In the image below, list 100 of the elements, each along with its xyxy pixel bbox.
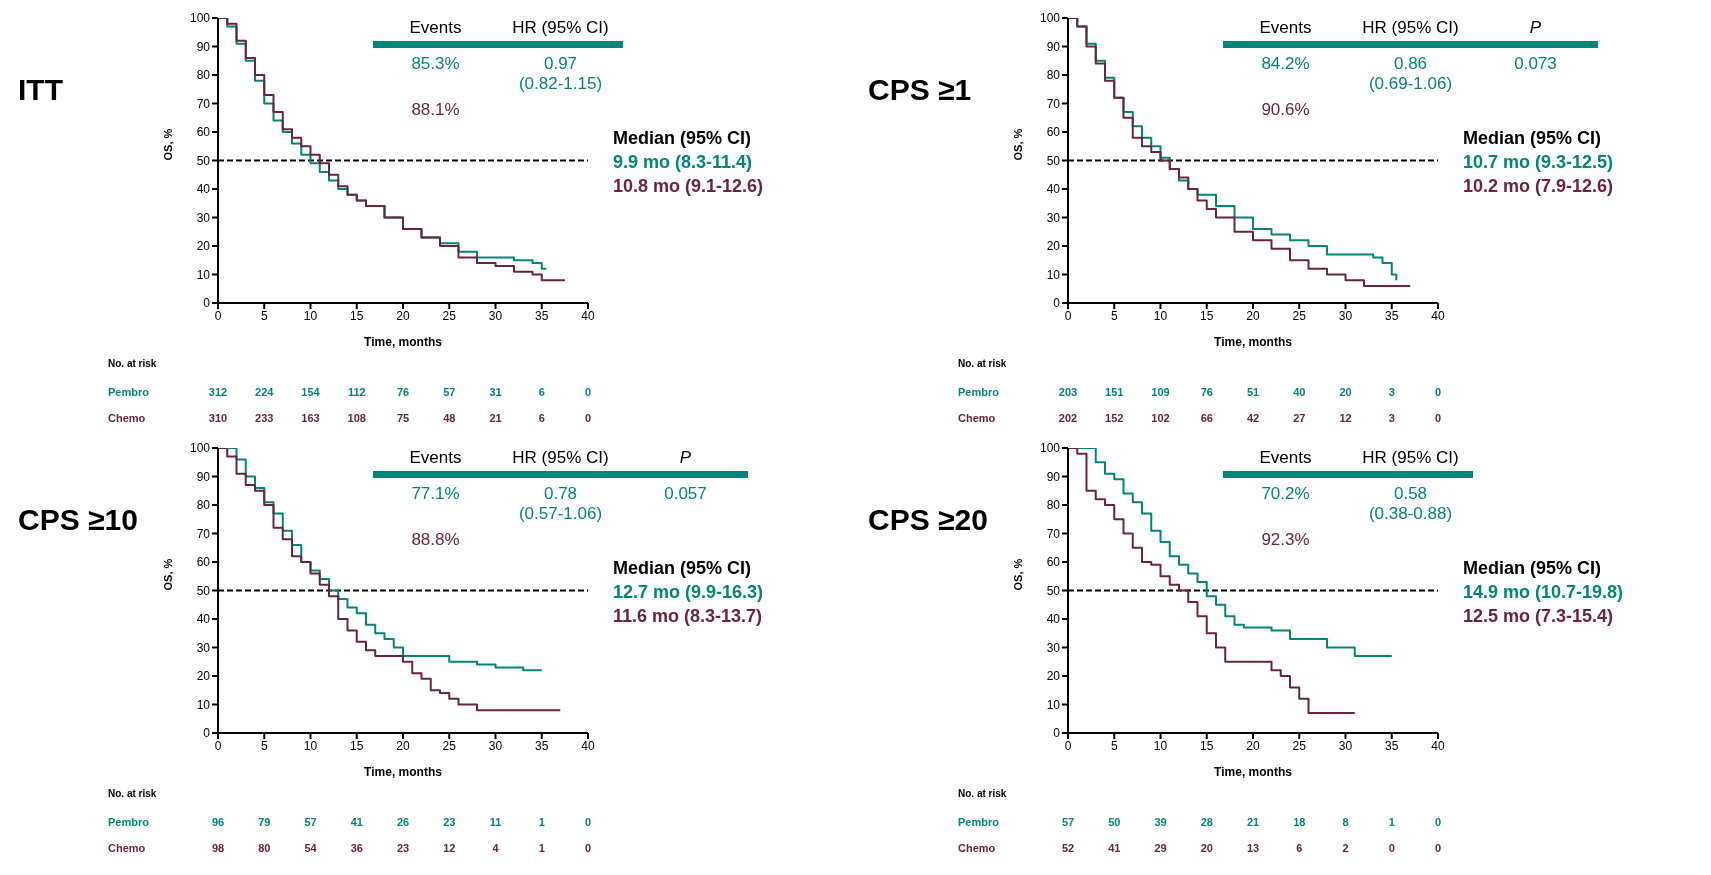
text: Chemo — [958, 412, 996, 424]
text: CPS ≥10 — [18, 503, 138, 537]
y-tick-label: 0 — [203, 726, 211, 741]
annotation: 0.78 (0.57-1.06) — [518, 484, 603, 523]
text: No. at risk — [108, 358, 157, 369]
x-tick-label: 5 — [260, 308, 268, 323]
annotation: Events — [373, 448, 498, 478]
y-tick-label: 60 — [196, 555, 211, 570]
x-tick-label: 20 — [396, 738, 410, 753]
x-tick-label: 35 — [535, 738, 549, 753]
x-tick-label: 0 — [214, 308, 222, 323]
text: 12.5 mo (7.3-15.4) — [1463, 605, 1615, 628]
x-tick-label: 0 — [214, 738, 222, 753]
x-tick-label: 25 — [1292, 738, 1307, 753]
x-tick-label: 35 — [535, 308, 549, 323]
text: 57 50 39 28 21 18 8 1 0 — [1061, 816, 1442, 828]
annotation: 88.1% — [410, 100, 461, 120]
y-tick-label: 40 — [196, 182, 211, 197]
text: No. at risk — [108, 788, 157, 799]
y-tick-label: 80 — [196, 68, 211, 83]
y-tick-label: 10 — [1046, 267, 1061, 282]
y-tick-label: 0 — [203, 296, 211, 311]
y-tick-label: 60 — [196, 125, 211, 140]
annotation: HR (95% CI) — [1348, 448, 1473, 478]
y-tick-label: 0 — [1053, 726, 1061, 741]
annotation: Events — [1223, 448, 1348, 478]
text: 14.9 mo (10.7-19.8) — [1463, 581, 1624, 604]
x-tick-label: 40 — [1431, 738, 1445, 753]
y-tick-label: 20 — [1046, 669, 1061, 684]
x-tick-label: 30 — [488, 738, 503, 753]
x-tick-label: 10 — [303, 738, 318, 753]
annotation: 0.97 (0.82-1.15) — [518, 54, 603, 93]
y-tick-label: 30 — [196, 640, 211, 655]
text: 10.7 mo (9.3-12.5) — [1463, 151, 1614, 174]
text: 12.7 mo (9.9-16.3) — [613, 581, 764, 604]
y-tick-label: 100 — [1039, 11, 1061, 26]
y-tick-label: 10 — [1046, 697, 1061, 712]
text: 202 152 102 66 42 27 12 3 0 — [1058, 412, 1442, 424]
text: 0.057 — [664, 484, 707, 503]
x-tick-label: 5 — [1110, 738, 1118, 753]
y-tick-label: 20 — [1046, 239, 1061, 254]
text: 0.073 — [1514, 54, 1557, 73]
annotation: Events — [1223, 18, 1348, 48]
annotation: 0.86 (0.69-1.06) — [1368, 54, 1453, 93]
annotation: 92.3% — [1260, 530, 1311, 550]
text: 9.9 mo (8.3-11.4) — [613, 151, 754, 174]
text: Median (95% CI) — [1463, 127, 1603, 150]
x-tick-label: 15 — [1200, 738, 1214, 753]
x-tick-label: 25 — [1292, 308, 1307, 323]
y-tick-label: 70 — [196, 96, 211, 111]
x-tick-label: 20 — [1246, 738, 1260, 753]
y-axis-title: OS, % — [161, 128, 174, 161]
annotation: 84.2% — [1261, 54, 1310, 73]
x-tick-label: 10 — [1153, 308, 1168, 323]
text: 52 41 29 20 13 6 2 0 0 — [1061, 842, 1442, 854]
text: ITT — [18, 73, 63, 107]
text: Pembro — [108, 386, 149, 398]
text: 203 151 109 76 51 40 20 3 0 — [1058, 386, 1442, 398]
y-tick-label: 50 — [196, 583, 211, 598]
text: P — [1473, 18, 1598, 48]
y-tick-label: 50 — [1046, 153, 1061, 168]
y-tick-label: 10 — [196, 697, 211, 712]
x-tick-label: 5 — [260, 738, 268, 753]
x-axis-title: Time, months — [1214, 335, 1293, 349]
x-tick-label: 30 — [488, 308, 503, 323]
text: Pembro — [958, 386, 999, 398]
text: CPS ≥1 — [868, 73, 972, 107]
y-tick-label: 60 — [1046, 555, 1061, 570]
x-tick-label: 20 — [396, 308, 410, 323]
y-tick-label: 70 — [1046, 96, 1061, 111]
y-tick-label: 80 — [196, 498, 211, 513]
annotation: HR (95% CI) — [1348, 18, 1473, 48]
y-tick-label: 90 — [1046, 469, 1061, 484]
y-tick-label: 40 — [1046, 182, 1061, 197]
text: Median (95% CI) — [613, 557, 753, 580]
text: 310 233 163 108 75 48 21 6 0 — [208, 412, 592, 424]
annotation: 0.58 (0.38-0.88) — [1368, 484, 1453, 523]
y-tick-label: 100 — [1039, 441, 1061, 456]
y-tick-label: 30 — [196, 210, 211, 225]
y-axis-title: OS, % — [1011, 128, 1024, 161]
x-axis-title: Time, months — [1214, 765, 1293, 779]
x-tick-label: 30 — [1338, 738, 1353, 753]
y-tick-label: 50 — [1046, 583, 1061, 598]
x-tick-label: 25 — [442, 308, 457, 323]
x-tick-label: 40 — [581, 738, 595, 753]
annotation: HR (95% CI) — [498, 448, 623, 478]
text: Chemo — [958, 842, 996, 854]
x-axis-title: Time, months — [364, 335, 443, 349]
text: Chemo — [108, 412, 146, 424]
text: 312 224 154 112 76 57 31 6 0 — [208, 386, 592, 398]
text: Pembro — [958, 816, 999, 828]
x-axis-title: Time, months — [364, 765, 443, 779]
annotation: 70.2% — [1261, 484, 1310, 503]
text: No. at risk — [958, 358, 1007, 369]
y-axis-title: OS, % — [1011, 558, 1024, 591]
text: Median (95% CI) — [613, 127, 753, 150]
x-tick-label: 40 — [1431, 308, 1445, 323]
text: Chemo — [108, 842, 146, 854]
x-tick-label: 30 — [1338, 308, 1353, 323]
y-tick-label: 30 — [1046, 210, 1061, 225]
